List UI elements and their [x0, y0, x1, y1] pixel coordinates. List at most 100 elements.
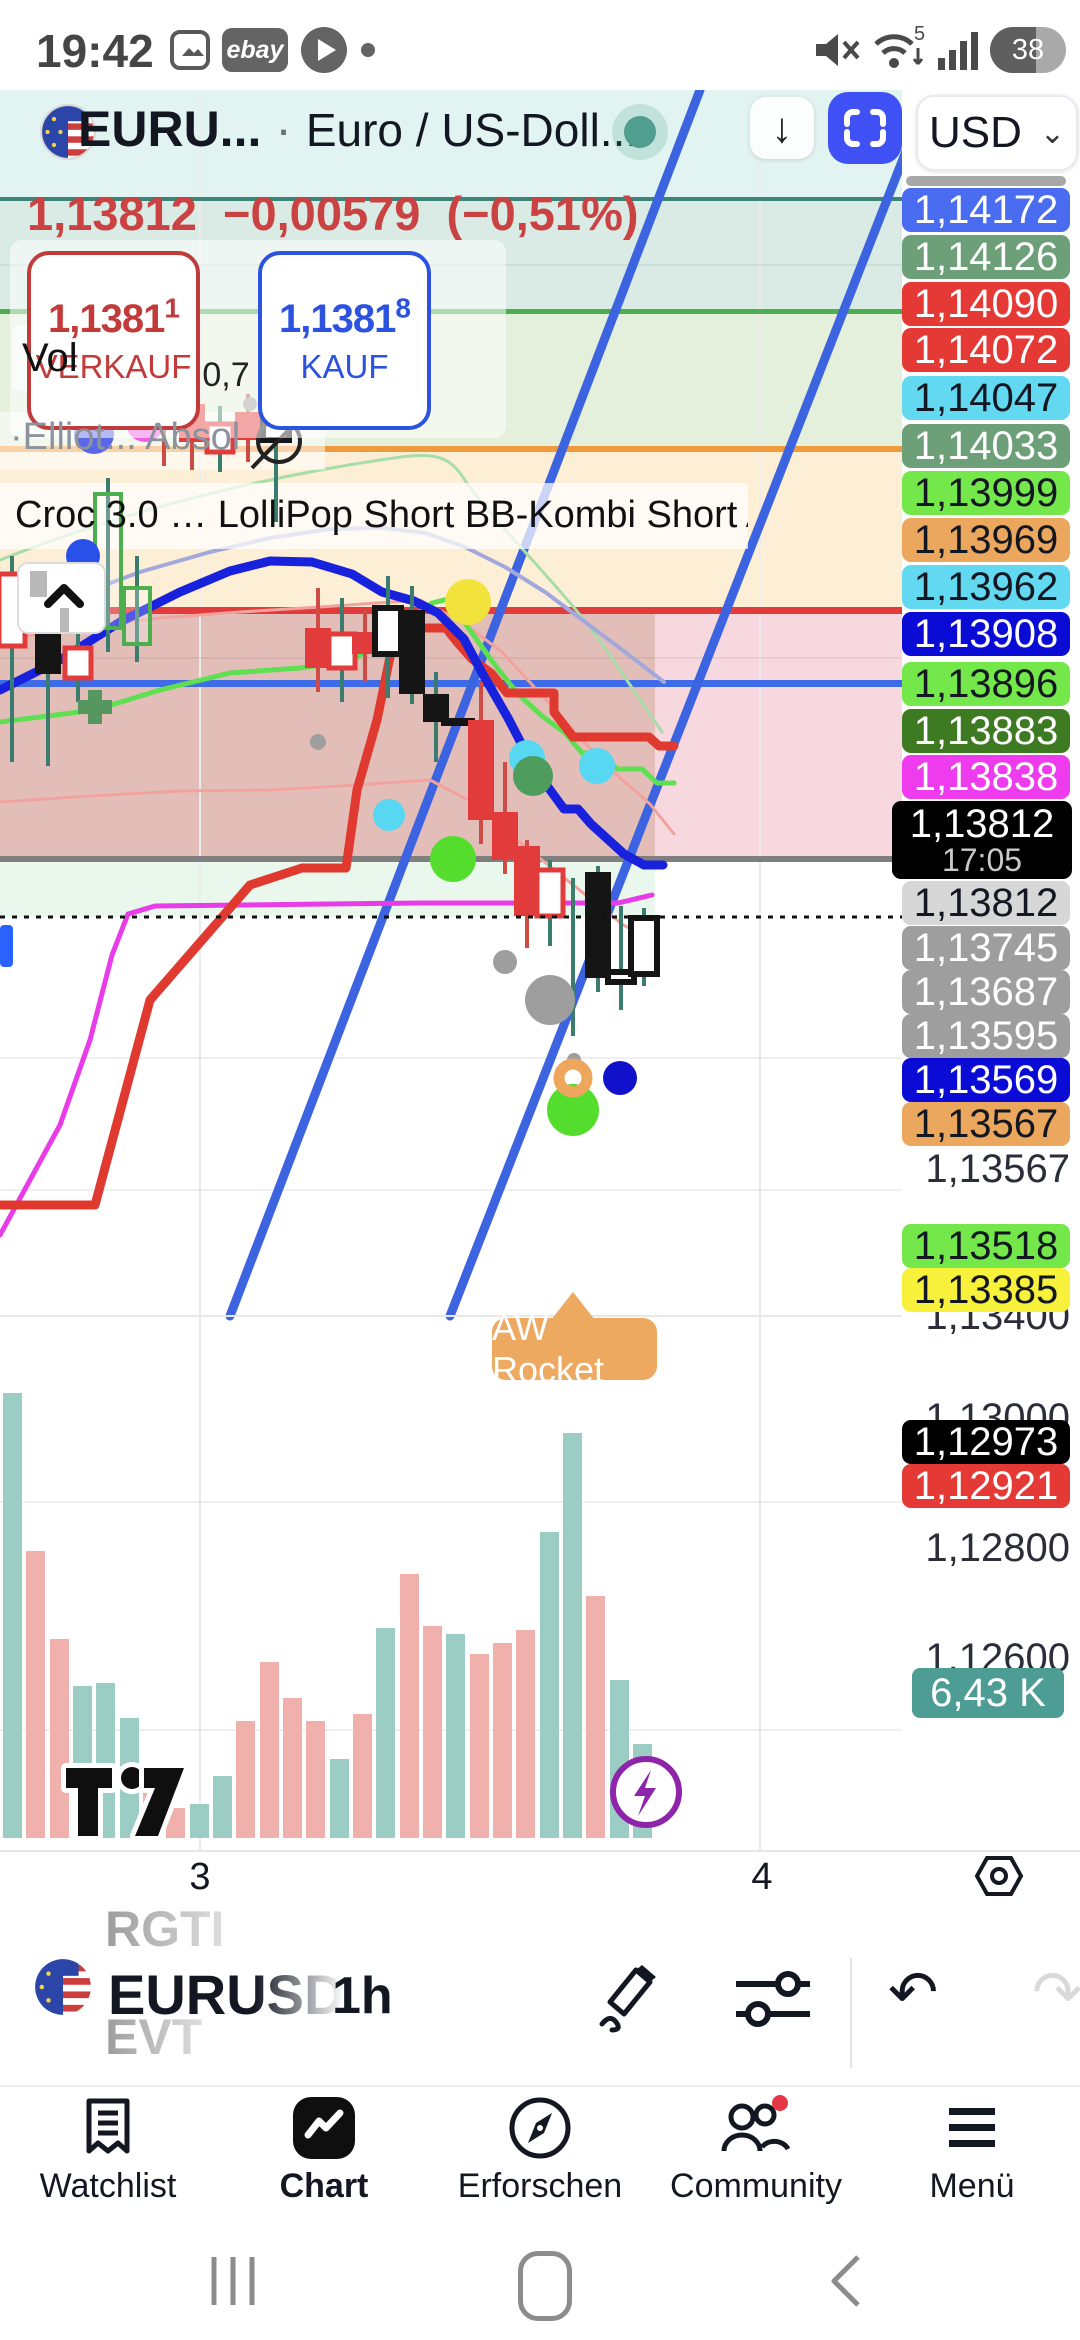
price-label: 1,12921 [902, 1464, 1070, 1508]
price-change: −0,00579 [223, 187, 421, 240]
axis-price-label: 1,12800 [925, 1525, 1070, 1570]
price-change-pct: (−0,51%) [446, 187, 639, 240]
indicator-settings-icon[interactable] [728, 1962, 818, 2034]
price-label: 1,14172 [902, 188, 1070, 232]
spread-value: 0,7 [202, 356, 250, 394]
last-price: 1,13812 [27, 187, 197, 240]
back-button[interactable] [826, 2253, 866, 2309]
toolbar-flag-icon [35, 1959, 91, 2015]
buy-label: KAUF [300, 347, 389, 385]
price-label: 1,14072 [902, 328, 1070, 372]
sell-button[interactable]: 1,13811 VERKAUF [27, 251, 200, 430]
frame-brackets-icon [844, 109, 886, 147]
price-label: 1,13896 [902, 662, 1070, 706]
title-separator: · [275, 101, 292, 157]
mute-icon [816, 34, 860, 66]
symbol-toolbar [0, 1898, 1080, 2085]
buy-button[interactable]: 1,13818 KAUF [258, 251, 431, 430]
watchlist-ghost-ticker-above: RGTI [105, 1901, 225, 1957]
price-label: 1,13999 [902, 471, 1070, 515]
price-label: 1,13745 [902, 926, 1070, 970]
symbol-full-name: Euro / US-Doll... [305, 104, 639, 156]
price-label: 1,13812 [902, 881, 1070, 925]
eurusd-flag-icon [40, 104, 96, 160]
play-icon [301, 27, 347, 73]
price-label: 1,13385 [902, 1268, 1070, 1312]
lightning-button[interactable] [608, 1754, 684, 1830]
price-label: 1,13595 [902, 1014, 1070, 1058]
legend-volume[interactable]: Vol [22, 336, 78, 380]
market-status-dot-icon [612, 104, 668, 160]
battery-icon: 38 [990, 27, 1066, 73]
signal-marker-bubble: AW Rocket [492, 1307, 657, 1390]
price-label: 1,13567 [902, 1102, 1070, 1146]
price-label: 1,13969 [902, 518, 1070, 562]
ebay-notification-icon: ebay [222, 28, 288, 72]
notification-dot-icon [361, 43, 375, 57]
countdown-timer: 17:05 [941, 842, 1023, 878]
chart-icon [293, 2097, 355, 2159]
watchlist-ghost-ticker-below: EVT [105, 2009, 203, 2065]
price-label: 1,13569 [902, 1058, 1070, 1102]
currency-dropdown[interactable]: USD ⌄ [916, 95, 1078, 171]
axis-price-label: 1,13567 [925, 1146, 1070, 1191]
watchlist-icon [86, 2098, 130, 2154]
quote-row: 1,13812 −0,00579 (−0,51%) [27, 186, 639, 241]
marker-bubble-pointer [551, 1292, 595, 1320]
axis-settings-hexagon-icon[interactable] [974, 1854, 1024, 1898]
currency-value: USD [928, 108, 1022, 157]
bottom-nav: Watchlist Chart Erforschen [0, 2085, 1080, 2237]
nav-menu[interactable]: Menü [872, 2095, 1072, 2206]
screenshot-icon [170, 30, 210, 70]
time-axis-tick: 3 [189, 1856, 211, 1898]
price-label: 1,12973 [902, 1420, 1070, 1464]
screen-sync-button[interactable] [828, 92, 902, 164]
notification-badge [772, 2095, 788, 2111]
undo-button[interactable]: ↶ [888, 1959, 939, 2026]
wifi-icon: 5 [874, 23, 925, 68]
price-label: 1,13908 [902, 612, 1070, 656]
scale-scrollbar[interactable] [906, 176, 1066, 186]
chevron-down-icon: ⌄ [1039, 116, 1066, 150]
compass-icon [509, 2097, 571, 2159]
android-nav-bar [0, 2235, 1080, 2340]
recents-button[interactable] [208, 2253, 260, 2309]
download-button[interactable]: ↓ [750, 97, 814, 159]
toolbar-symbol-button[interactable]: EURUSD [108, 1963, 345, 2026]
svg-text:5: 5 [914, 23, 925, 45]
sell-label: VERKAUF [35, 347, 192, 385]
price-label: 1,14126 [902, 235, 1070, 279]
home-button[interactable] [518, 2251, 572, 2321]
lightning-icon [634, 1770, 656, 1816]
legend-indicator-row[interactable]: Croc 3.0 … LolliPop Short BB-Kombi Short… [15, 494, 748, 536]
price-label: 1,14033 [902, 424, 1070, 468]
volume-axis-label: 6,43 K [912, 1668, 1064, 1718]
hamburger-menu-icon [949, 2108, 995, 2147]
symbol-title[interactable]: EURU... · Euro / US-Doll... [78, 100, 638, 158]
price-label: 1,13687 [902, 970, 1070, 1014]
price-label: 1,13962 [902, 565, 1070, 609]
price-label: 1,13812 17:05 [892, 801, 1072, 879]
nav-chart[interactable]: Chart [224, 2095, 424, 2206]
download-icon: ↓ [771, 104, 793, 151]
nav-watchlist[interactable]: Watchlist [8, 2095, 208, 2206]
nav-erforschen[interactable]: Erforschen [440, 2095, 640, 2206]
symbol-short: EURU... [78, 101, 262, 157]
status-bar: 19:42 ebay 5 38 [0, 0, 1080, 90]
clock: 19:42 [36, 25, 154, 77]
tradingview-logo-icon [61, 1762, 189, 1841]
interval-button[interactable]: 1h [332, 1967, 393, 2025]
battery-percent: 38 [1011, 33, 1045, 66]
time-axis-tick: 4 [751, 1856, 773, 1898]
draw-pencil-icon[interactable] [592, 1962, 664, 2034]
price-label: 1,14047 [902, 376, 1070, 420]
community-icon [721, 2095, 791, 2152]
nav-community[interactable]: Community [656, 2095, 856, 2206]
price-label: 1,13883 [902, 709, 1070, 753]
signal-icon [938, 32, 978, 70]
price-label: 1,13518 [902, 1224, 1070, 1268]
redo-button[interactable]: ↷ [1032, 1959, 1080, 2026]
legend-hidden-indicator[interactable]: ·Elliot... Absol [10, 416, 241, 458]
